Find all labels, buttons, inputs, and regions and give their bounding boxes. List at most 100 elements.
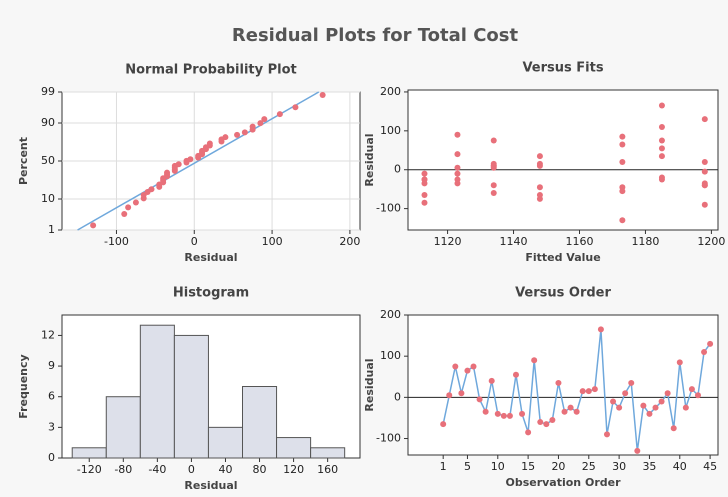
- point: [494, 410, 501, 417]
- point: [658, 176, 665, 183]
- x-tick-label: 0: [188, 463, 195, 476]
- point: [454, 170, 461, 177]
- point: [616, 404, 623, 411]
- x-tick-label: 35: [642, 460, 656, 473]
- x-axis-label: Residual: [184, 479, 237, 492]
- point: [658, 123, 665, 130]
- point: [610, 398, 617, 405]
- point: [537, 419, 544, 426]
- point: [658, 145, 665, 152]
- point: [490, 182, 497, 189]
- x-tick-label: -100: [104, 235, 129, 248]
- point: [591, 386, 598, 393]
- point: [132, 199, 139, 206]
- point: [670, 425, 677, 432]
- x-tick-label: 1160: [565, 235, 593, 248]
- y-tick-label: 12: [41, 328, 55, 341]
- y-tick-label: 0: [48, 451, 55, 464]
- point: [187, 156, 194, 163]
- point: [646, 410, 653, 417]
- point: [488, 377, 495, 384]
- point: [619, 141, 626, 148]
- point: [619, 188, 626, 195]
- bar: [173, 334, 209, 459]
- point: [470, 363, 477, 370]
- bar: [139, 324, 175, 459]
- panel-title: Histogram: [173, 286, 249, 301]
- panel-title: Versus Order: [515, 286, 611, 301]
- point: [440, 421, 447, 428]
- x-tick-label: 120: [283, 463, 304, 476]
- x-tick-label: 1200: [697, 235, 725, 248]
- point: [276, 111, 283, 118]
- point: [241, 129, 248, 136]
- point: [634, 447, 641, 454]
- point: [319, 91, 326, 98]
- bar: [242, 386, 278, 459]
- point: [454, 151, 461, 158]
- point: [561, 408, 568, 415]
- y-tick-label: 200: [380, 308, 401, 321]
- point: [536, 160, 543, 167]
- point: [421, 170, 428, 177]
- point: [164, 169, 171, 176]
- point: [222, 134, 229, 141]
- x-tick-label: 15: [521, 460, 535, 473]
- point: [701, 168, 708, 175]
- point: [688, 386, 695, 393]
- y-axis-label: Percent: [17, 137, 30, 185]
- point: [619, 217, 626, 224]
- x-axis-label: Observation Order: [505, 476, 621, 489]
- y-axis-label: Residual: [363, 133, 376, 186]
- y-tick-label: 6: [48, 390, 55, 403]
- point: [536, 184, 543, 191]
- point: [261, 116, 268, 123]
- point: [701, 158, 708, 165]
- point: [458, 390, 465, 397]
- point: [454, 164, 461, 171]
- point: [421, 176, 428, 183]
- point: [512, 371, 519, 378]
- point: [701, 349, 708, 356]
- y-tick-label: 9: [48, 359, 55, 372]
- point: [579, 388, 586, 395]
- point: [500, 412, 507, 419]
- point: [525, 429, 532, 436]
- point: [597, 326, 604, 333]
- point: [421, 192, 428, 198]
- point: [619, 158, 626, 165]
- point: [628, 379, 635, 386]
- plot-area: [407, 314, 719, 456]
- point: [454, 176, 461, 183]
- x-axis-label: Residual: [184, 251, 237, 264]
- point: [676, 359, 683, 366]
- point: [490, 164, 497, 171]
- y-tick-label: 3: [48, 420, 55, 433]
- point: [619, 133, 626, 140]
- point: [482, 408, 489, 415]
- y-axis-label: Frequency: [17, 354, 30, 418]
- point: [664, 390, 671, 397]
- point: [175, 161, 182, 168]
- point: [519, 410, 526, 417]
- x-tick-label: -80: [114, 463, 132, 476]
- y-tick-label: 10: [41, 192, 55, 205]
- y-tick-label: 0: [394, 163, 401, 176]
- x-tick-label: 20: [551, 460, 565, 473]
- x-axis-label: Fitted Value: [525, 251, 600, 264]
- panel-title: Versus Fits: [522, 61, 603, 76]
- x-tick-label: 100: [262, 235, 283, 248]
- point: [555, 379, 562, 386]
- point: [490, 190, 497, 197]
- y-tick-label: 99: [41, 85, 55, 98]
- point: [543, 421, 550, 428]
- bar: [276, 437, 312, 459]
- chart-title: Residual Plots for Total Cost: [232, 25, 519, 46]
- point: [249, 123, 256, 130]
- point: [701, 182, 708, 189]
- point: [148, 186, 155, 193]
- x-tick-label: 40: [218, 463, 232, 476]
- x-tick-label: 1: [440, 460, 447, 473]
- point: [694, 392, 701, 399]
- point: [567, 404, 574, 411]
